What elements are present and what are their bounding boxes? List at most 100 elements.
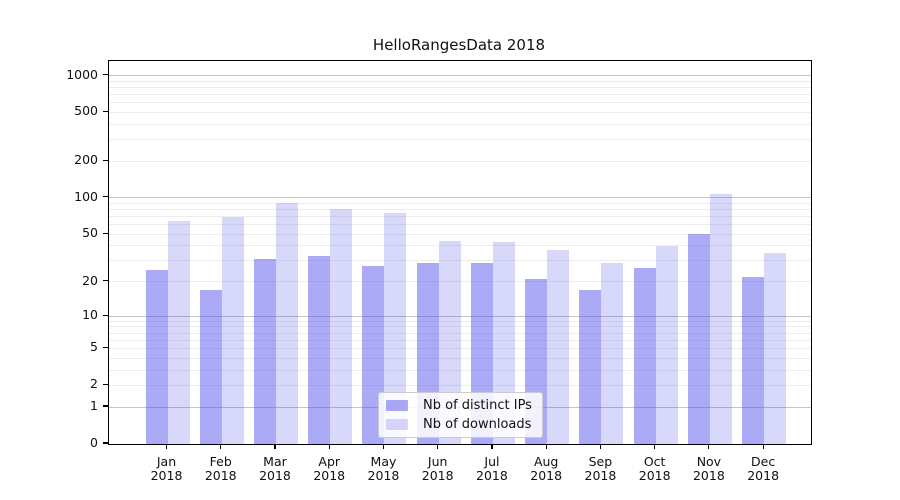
x-axis-tick-label: Jan 2018 — [137, 455, 197, 482]
x-tick-month: Dec — [751, 454, 776, 469]
bar-distinct-ips — [742, 276, 765, 444]
minor-gridline — [109, 332, 811, 334]
x-axis-tick-mark — [437, 444, 439, 449]
minor-gridline — [109, 139, 811, 141]
x-axis-tick-label: Sep 2018 — [570, 455, 630, 482]
y-axis-tick-label: 0 — [90, 435, 98, 450]
legend-item-distinct-ips: Nb of distinct IPs — [386, 398, 542, 413]
bar-downloads — [601, 262, 624, 444]
x-axis-tick-label: Nov 2018 — [679, 455, 739, 482]
y-axis-tick-mark — [103, 346, 108, 349]
legend-label-distinct-ips: Nb of distinct IPs — [423, 397, 532, 413]
y-axis-tick-label: 2 — [90, 376, 98, 392]
bar-downloads — [167, 220, 190, 444]
major-gridline — [109, 315, 811, 317]
minor-gridline — [109, 357, 811, 359]
x-axis-tick-label: May 2018 — [353, 455, 413, 482]
x-tick-year: 2018 — [367, 467, 400, 483]
minor-gridline — [109, 245, 811, 247]
y-axis-tick-label: 1000 — [66, 66, 98, 82]
x-tick-year: 2018 — [692, 467, 725, 483]
minor-gridline — [109, 281, 811, 283]
x-axis-tick-label: Mar 2018 — [245, 455, 305, 482]
x-axis-tick-mark — [545, 444, 547, 449]
legend: Nb of distinct IPs Nb of downloads — [378, 392, 543, 438]
bar-distinct-ips — [687, 234, 710, 444]
x-tick-month: Nov — [696, 454, 722, 469]
x-axis-tick-mark — [654, 444, 656, 449]
x-axis-tick-mark — [708, 444, 710, 449]
minor-gridline — [109, 347, 811, 349]
y-axis-tick-mark — [103, 73, 108, 76]
bar-downloads — [384, 213, 407, 444]
y-axis-tick-label: 50 — [82, 225, 98, 241]
minor-gridline — [109, 86, 811, 88]
y-axis-tick-label: 1 — [90, 398, 98, 414]
x-tick-year: 2018 — [584, 467, 617, 483]
x-tick-month: Mar — [263, 454, 287, 469]
bar-distinct-ips — [199, 289, 222, 444]
plot-area — [108, 60, 812, 445]
chart-title: HelloRangesData 2018 — [372, 36, 546, 54]
x-axis-tick-label: Feb 2018 — [191, 455, 251, 482]
minor-gridline — [109, 233, 811, 235]
x-axis-tick-mark — [274, 444, 276, 449]
x-tick-month: Oct — [643, 454, 666, 469]
y-axis-tick-mark — [103, 405, 108, 407]
x-tick-month: Sep — [588, 454, 613, 469]
y-axis-tick-mark — [103, 159, 108, 161]
x-tick-year: 2018 — [313, 467, 346, 483]
y-axis-tick-label: 500 — [74, 103, 98, 119]
x-axis-tick-mark — [220, 444, 222, 449]
minor-gridline — [109, 94, 811, 96]
x-tick-month: Jun — [427, 454, 448, 469]
bar-downloads — [764, 252, 787, 444]
y-axis-tick-label: 20 — [82, 272, 98, 288]
bar-downloads — [275, 202, 298, 444]
x-axis-tick-label: Jul 2018 — [462, 455, 522, 482]
x-tick-year: 2018 — [476, 467, 508, 483]
major-gridline — [109, 197, 811, 199]
x-axis-tick-mark — [762, 444, 764, 449]
minor-gridline — [109, 326, 811, 328]
x-axis-tick-label: Aug 2018 — [516, 455, 576, 482]
x-tick-year: 2018 — [259, 467, 291, 483]
x-axis-tick-label: Oct 2018 — [625, 455, 685, 482]
x-axis-tick-label: Apr 2018 — [299, 455, 359, 482]
y-axis-tick-mark — [103, 196, 108, 198]
legend-swatch-distinct-ips — [386, 399, 408, 411]
minor-gridline — [109, 384, 811, 386]
minor-gridline — [109, 209, 811, 211]
bar-downloads — [709, 193, 732, 444]
x-tick-year: 2018 — [530, 467, 563, 483]
y-axis-tick-mark — [103, 383, 108, 385]
y-axis-tick-label: 10 — [82, 307, 98, 323]
bar-downloads — [655, 245, 678, 444]
legend-swatch-downloads — [386, 419, 408, 431]
y-axis-tick-label: 100 — [74, 188, 98, 204]
y-axis-tick-label: 200 — [74, 152, 98, 168]
y-axis-tick-mark — [103, 314, 108, 316]
x-axis-tick-label: Jun 2018 — [408, 455, 468, 482]
x-tick-year: 2018 — [150, 467, 183, 483]
y-axis-tick-mark — [103, 110, 108, 113]
x-tick-year: 2018 — [638, 467, 671, 483]
x-tick-month: Aug — [533, 454, 559, 469]
x-tick-month: Jan — [156, 454, 177, 469]
minor-gridline — [109, 80, 811, 82]
x-axis-tick-mark — [599, 444, 601, 449]
bar-downloads — [330, 208, 353, 444]
minor-gridline — [109, 260, 811, 262]
y-axis-tick-mark — [103, 232, 108, 234]
x-axis-tick-mark — [382, 444, 385, 449]
major-gridline — [109, 75, 811, 77]
bar-distinct-ips — [253, 259, 276, 444]
bar-distinct-ips — [308, 255, 331, 444]
minor-gridline — [109, 202, 811, 204]
minor-gridline — [109, 369, 811, 371]
x-tick-year: 2018 — [204, 467, 237, 483]
minor-gridline — [109, 102, 811, 104]
x-tick-month: May — [370, 454, 397, 469]
x-axis-tick-mark — [491, 444, 493, 449]
